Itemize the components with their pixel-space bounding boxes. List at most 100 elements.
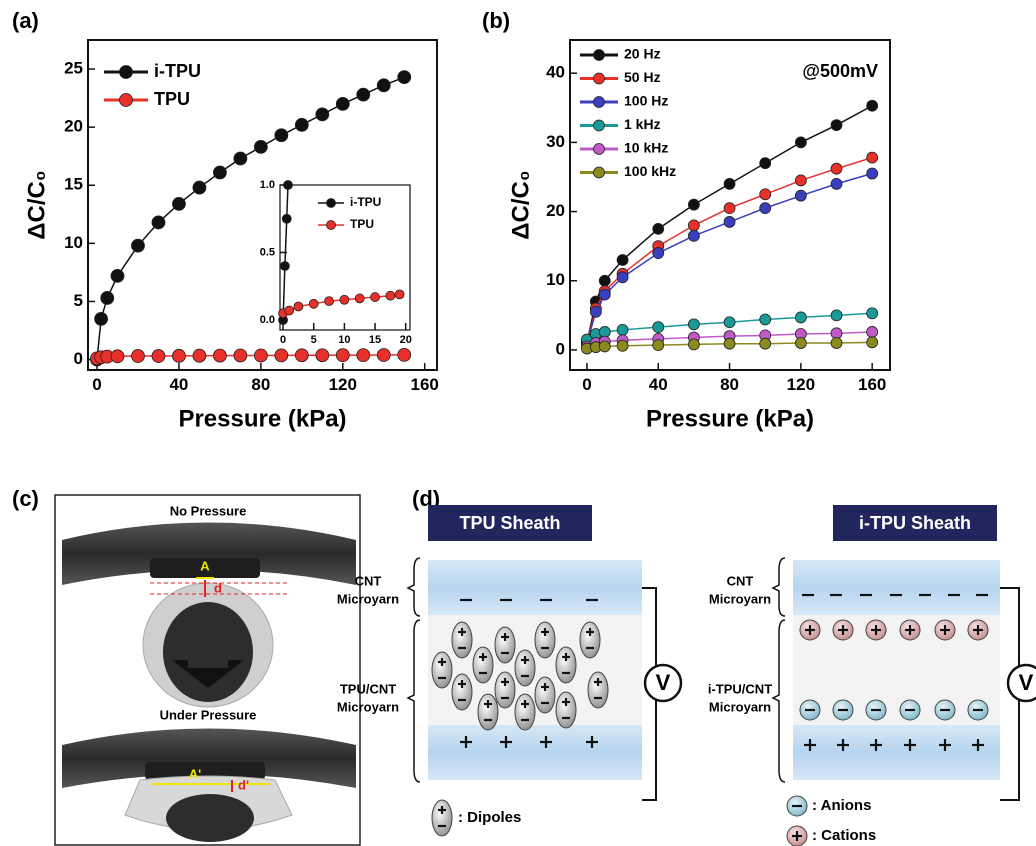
data-point	[616, 271, 629, 284]
data-point	[212, 348, 227, 363]
y-tick-label: 5	[74, 291, 83, 310]
dipole	[431, 651, 453, 689]
electrode-band	[793, 560, 1000, 615]
data-point	[687, 229, 700, 242]
data-point	[281, 213, 292, 224]
dipole	[555, 646, 577, 684]
bracket	[771, 557, 786, 617]
data-point	[308, 298, 319, 309]
data-point	[830, 309, 843, 322]
y-tick-label: 40	[546, 63, 565, 82]
data-point	[723, 202, 736, 215]
data-point	[866, 326, 879, 338]
layer-label: Microyarn	[337, 699, 399, 714]
legend-marker	[593, 119, 605, 132]
data-point	[274, 348, 289, 363]
x-tick-label: 120	[787, 375, 815, 394]
data-point	[110, 268, 125, 283]
data-point	[339, 294, 350, 305]
data-point	[616, 323, 629, 336]
y-tick-label: 15	[64, 175, 83, 194]
legend-label: 100 Hz	[624, 93, 668, 109]
data-point	[794, 189, 807, 202]
data-point	[192, 180, 207, 195]
legend-marker	[593, 49, 605, 61]
data-point	[830, 337, 843, 349]
data-point	[253, 140, 268, 154]
electrode-band	[428, 560, 642, 615]
x-axis-label: Pressure (kPa)	[178, 405, 346, 432]
dipole	[494, 626, 516, 664]
data-point	[794, 136, 807, 149]
dipole	[534, 676, 556, 714]
data-point	[687, 198, 700, 211]
data-point	[280, 261, 290, 271]
data-point	[253, 348, 268, 363]
legend-marker	[593, 96, 605, 108]
title-box	[833, 505, 997, 541]
x-tick-label: 0	[582, 375, 591, 394]
fiber-core	[166, 794, 254, 842]
data-point	[284, 305, 295, 316]
layer-label: CNT	[727, 573, 754, 588]
legend-label: i-TPU	[350, 195, 381, 209]
legend-label: 1 kHz	[624, 116, 661, 132]
data-point	[100, 291, 115, 305]
data-point	[759, 202, 772, 215]
layer-label: Microyarn	[709, 591, 771, 606]
data-point	[723, 177, 736, 190]
legend-marker	[593, 166, 605, 179]
contact	[150, 558, 260, 578]
y-tick-label: 0	[556, 339, 565, 358]
voltage-label: V	[656, 670, 671, 695]
dipole	[494, 671, 516, 709]
data-point	[794, 337, 807, 349]
panel-c: (c) No Pressure A d Under Pressure A' d'	[12, 486, 361, 846]
legend-marker	[593, 72, 605, 85]
data-point	[759, 313, 772, 326]
x-tick-label: 120	[329, 375, 357, 394]
area-label: A	[200, 558, 210, 573]
sheath-band	[62, 728, 356, 788]
gap-label: d	[214, 580, 222, 595]
chart: 0 5 10 15 20 0.0 0.5 1.0 i-TPU TPU	[260, 179, 412, 346]
data-point	[652, 247, 665, 259]
legend-label: : Dipoles	[458, 809, 521, 826]
data-point	[233, 151, 248, 166]
y-tick-label: 10	[64, 233, 83, 252]
y-tick-label: 0	[74, 349, 83, 368]
data-point	[866, 151, 879, 164]
x-axis-label: Pressure (kPa)	[646, 405, 814, 432]
data-point	[315, 348, 330, 363]
data-point	[652, 339, 665, 351]
data-point	[652, 222, 665, 235]
legend-label: TPU	[154, 89, 190, 109]
data-point	[376, 348, 391, 362]
data-point	[866, 307, 879, 320]
voltage-source	[1006, 663, 1036, 703]
y-tick-label: 20	[64, 117, 83, 136]
dipole	[514, 693, 536, 731]
layer-label: TPU/CNT	[340, 681, 396, 696]
data-point	[397, 347, 412, 362]
y-tick-label: 10	[546, 270, 565, 289]
voltage-label: V	[1019, 670, 1034, 695]
legend-label: 50 Hz	[624, 69, 661, 85]
data-point	[723, 316, 736, 329]
data-point	[598, 274, 611, 287]
data-point	[376, 78, 391, 93]
data-point	[794, 311, 807, 324]
data-point	[830, 162, 843, 175]
data-point	[294, 348, 309, 363]
electrode-band	[793, 725, 1000, 780]
data-point	[794, 174, 807, 187]
data-point	[172, 348, 186, 363]
data-point	[356, 87, 371, 102]
x-tick-label: 5	[311, 334, 317, 346]
data-point	[598, 340, 611, 353]
data-point	[759, 188, 772, 201]
data-point	[687, 219, 700, 232]
data-point	[616, 339, 629, 352]
legend-label: TPU	[350, 217, 374, 231]
